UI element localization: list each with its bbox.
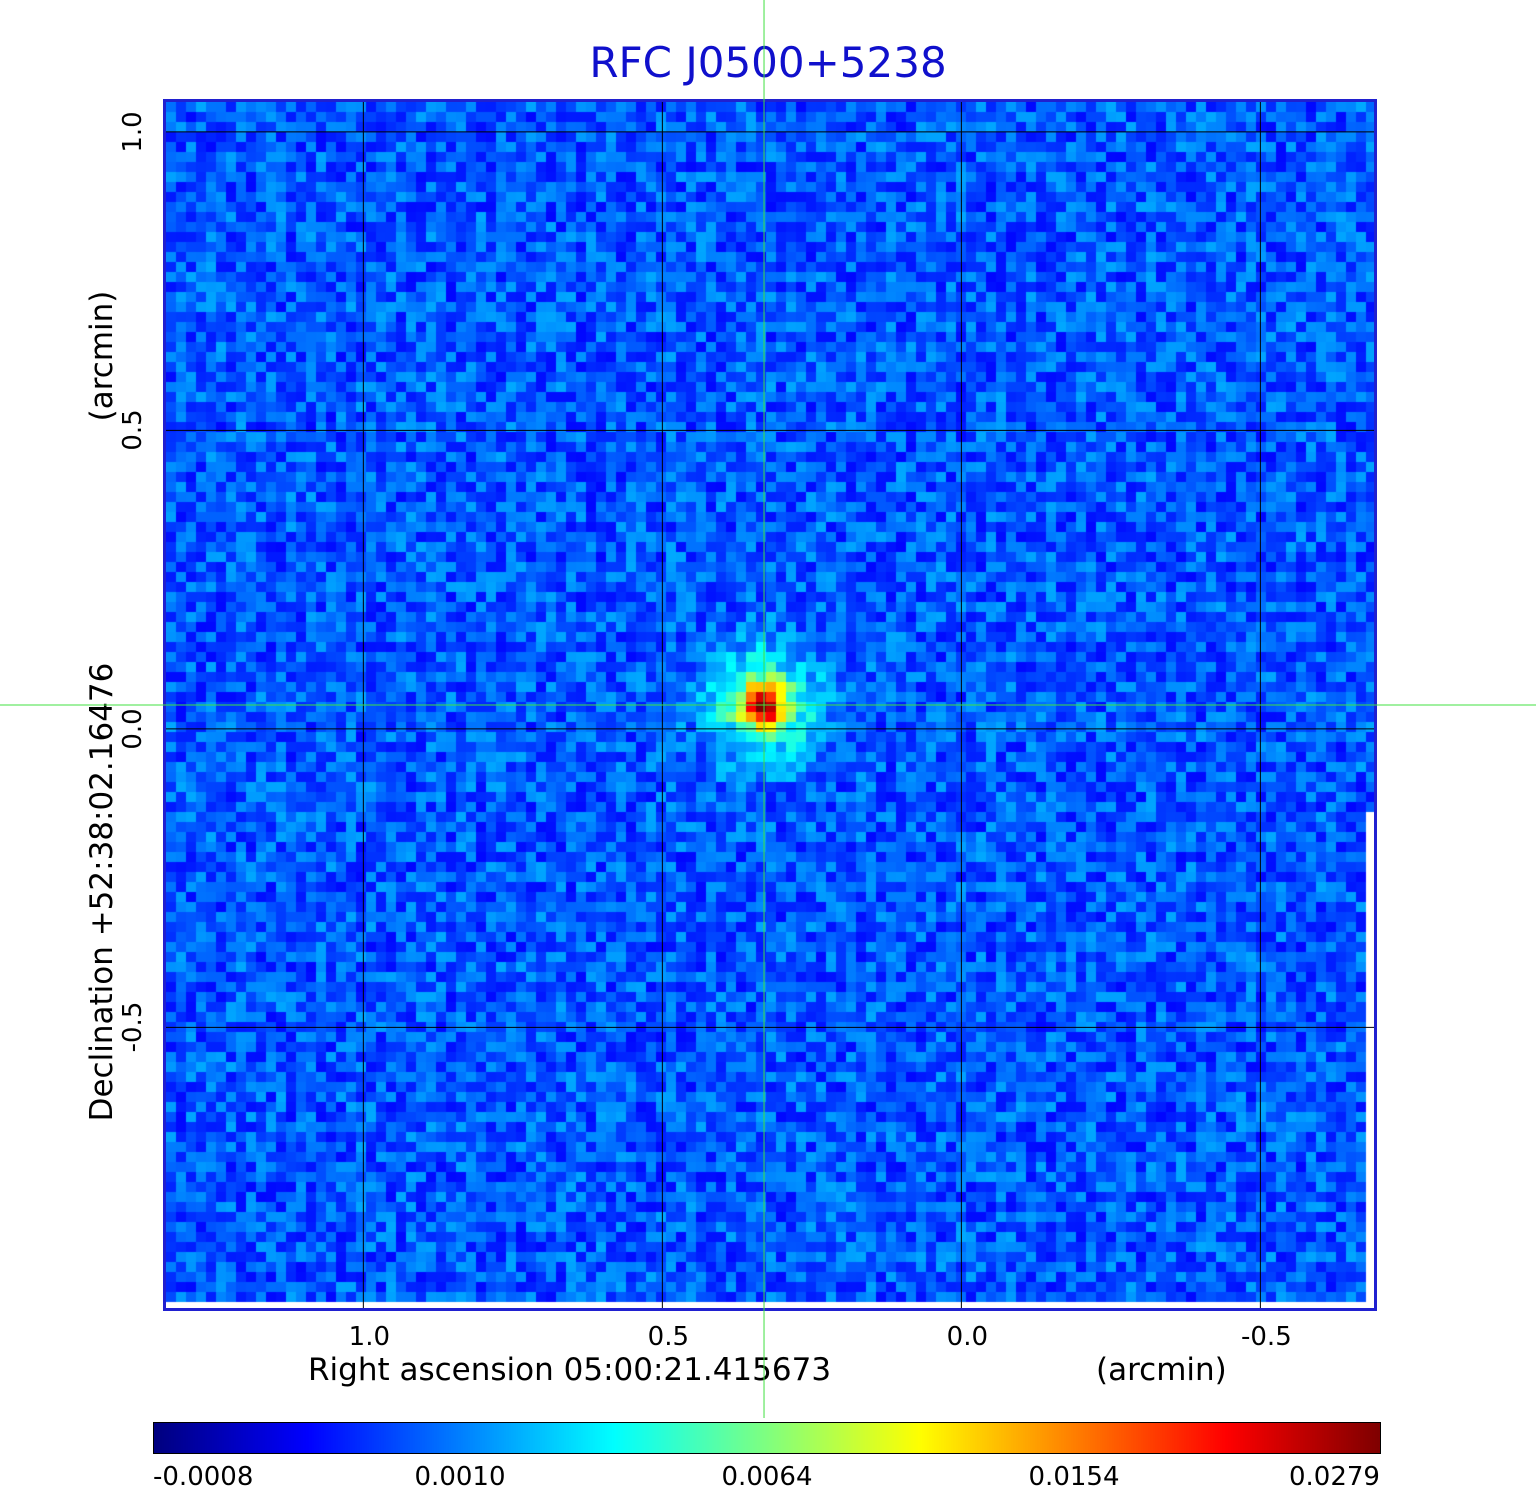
y-tick-label: 1.0 bbox=[118, 111, 148, 153]
colorbar-tick-label: 0.0064 bbox=[721, 1462, 813, 1492]
x-axis-unit: (arcmin) bbox=[1096, 1352, 1227, 1388]
colorbar bbox=[153, 1422, 1381, 1454]
colorbar-tick-label: -0.0008 bbox=[153, 1462, 254, 1492]
colorbar-tick-label: 0.0010 bbox=[414, 1462, 506, 1492]
colorbar-tick-label: 0.0154 bbox=[1028, 1462, 1120, 1492]
y-axis-label: Declination +52:38:02.16476 bbox=[84, 662, 120, 1122]
coordinate-grid bbox=[166, 102, 1374, 1308]
colorbar-tick-label: 0.0279 bbox=[1289, 1462, 1380, 1492]
chart-title: RFC J0500+5238 bbox=[589, 38, 947, 87]
x-tick-label: 1.0 bbox=[348, 1322, 391, 1352]
x-tick-label: 0.0 bbox=[946, 1322, 989, 1352]
y-tick-label: -0.5 bbox=[118, 1002, 148, 1053]
image-frame[interactable] bbox=[163, 99, 1377, 1311]
x-tick-label: 0.5 bbox=[647, 1322, 690, 1352]
x-tick-label: -0.5 bbox=[1241, 1322, 1292, 1352]
x-axis-label: Right ascension 05:00:21.415673 bbox=[308, 1352, 832, 1388]
y-tick-label: 0.0 bbox=[118, 708, 148, 750]
y-axis-unit: (arcmin) bbox=[84, 290, 120, 422]
y-tick-label: 0.5 bbox=[118, 409, 148, 452]
